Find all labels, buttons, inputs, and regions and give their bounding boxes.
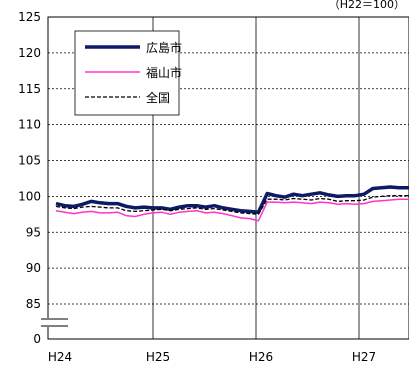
- y-tick-label: 125: [18, 10, 41, 24]
- y-tick-label: 90: [26, 261, 41, 275]
- x-tick-label: H27: [352, 350, 376, 364]
- y-tick-labels: 125 120 115 110 105 100 95 90 85 0: [18, 10, 41, 346]
- x-tick-label: H26: [249, 350, 273, 364]
- x-tick-label: H25: [146, 350, 170, 364]
- series-line-2: [55, 198, 409, 222]
- y-tick-label: 95: [26, 225, 41, 239]
- series-line-1: [55, 185, 409, 214]
- series-lines: [55, 185, 409, 222]
- axis-break-gap: [42, 318, 68, 327]
- y-tick-label: 85: [26, 297, 41, 311]
- x-tick-label: H24: [48, 350, 72, 364]
- unit-note: （H22＝100）: [329, 0, 405, 11]
- legend-box: [74, 30, 180, 116]
- y-tick-label: 120: [18, 46, 41, 60]
- y-tick-label: 0: [33, 332, 41, 346]
- y-tick-label: 105: [18, 154, 41, 168]
- legend-label: 全国: [146, 90, 170, 105]
- y-tick-label: 110: [18, 118, 41, 132]
- x-tick-labels: H24 H25 H26 H27: [48, 350, 376, 364]
- series-line-3: [55, 194, 409, 215]
- y-tick-label: 115: [18, 82, 41, 96]
- y-tick-label: 100: [18, 189, 41, 203]
- legend-label: 福山市: [146, 65, 182, 80]
- legend-label: 広島市: [146, 40, 182, 55]
- axis-break: [41, 318, 68, 327]
